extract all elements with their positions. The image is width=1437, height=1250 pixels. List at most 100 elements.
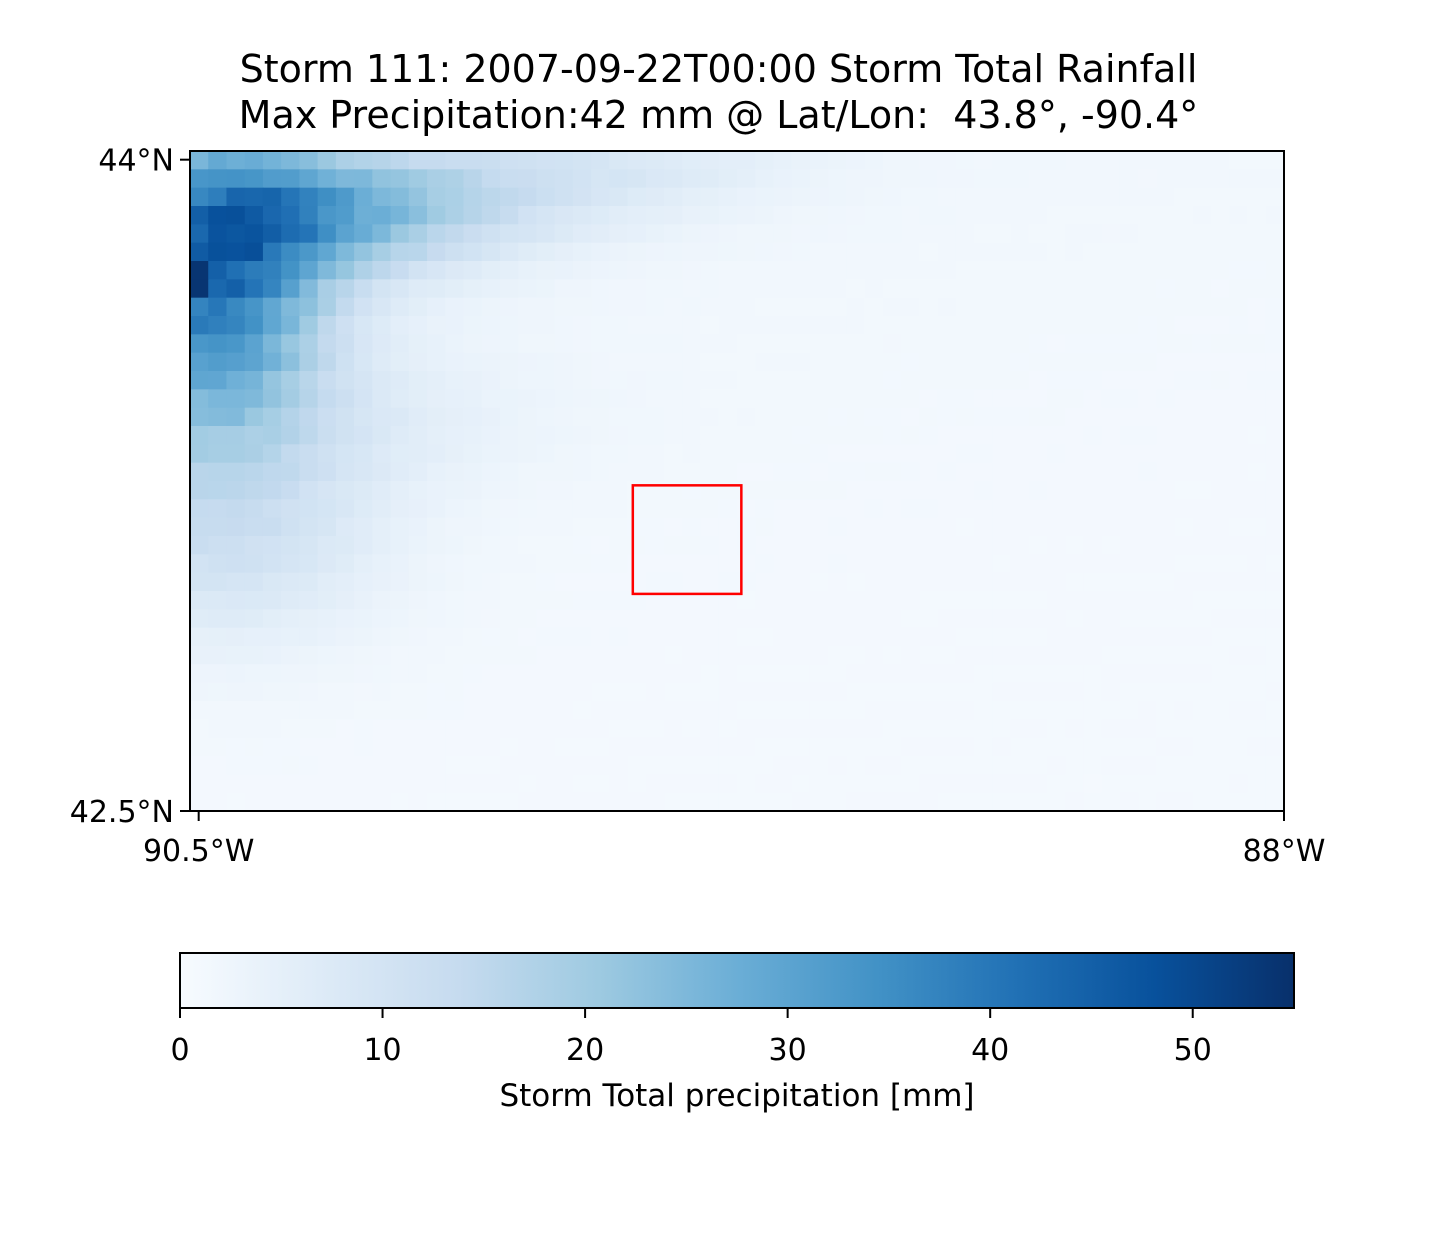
heatmap-cell xyxy=(1156,719,1176,739)
heatmap-cell xyxy=(554,481,574,500)
heatmap-cell xyxy=(572,499,592,519)
heatmap-cell xyxy=(1156,682,1176,702)
heatmap-cell xyxy=(1119,682,1139,702)
heatmap-cell xyxy=(1211,609,1230,629)
heatmap-cell xyxy=(281,682,300,702)
heatmap-cell xyxy=(737,499,756,519)
heatmap-cell xyxy=(1229,499,1249,519)
heatmap-cell xyxy=(226,462,246,482)
heatmap-cell xyxy=(372,389,392,409)
heatmap-cell xyxy=(281,572,300,592)
heatmap-cell xyxy=(518,609,538,629)
heatmap-cell xyxy=(372,701,392,720)
heatmap-cell xyxy=(390,316,410,335)
heatmap-cell xyxy=(609,627,629,647)
heatmap-cell xyxy=(882,646,902,665)
heatmap-cell xyxy=(974,279,993,299)
heatmap-cell xyxy=(1083,169,1103,189)
heatmap-cell xyxy=(554,371,574,390)
heatmap-cell xyxy=(1265,169,1284,189)
heatmap-cell xyxy=(1211,407,1230,427)
heatmap-cell xyxy=(481,499,501,519)
heatmap-cell xyxy=(262,627,282,647)
heatmap-cell xyxy=(864,334,884,354)
heatmap-cell xyxy=(919,536,939,555)
heatmap-cell xyxy=(846,701,866,720)
heatmap-cell xyxy=(481,206,501,225)
heatmap-cell xyxy=(773,352,793,372)
heatmap-cell xyxy=(1192,187,1212,207)
heatmap-cell xyxy=(919,609,939,629)
heatmap-cell xyxy=(1211,224,1230,244)
heatmap-cell xyxy=(1156,316,1176,335)
heatmap-cell xyxy=(791,682,811,702)
heatmap-cell xyxy=(700,756,720,775)
heatmap-cell xyxy=(445,609,465,629)
heatmap-cell xyxy=(190,242,209,262)
heatmap-cell xyxy=(317,737,337,757)
heatmap-cell xyxy=(937,297,957,317)
heatmap-cell xyxy=(700,536,720,555)
heatmap-cell xyxy=(882,169,902,189)
heatmap-cell xyxy=(1046,536,1066,555)
heatmap-cell xyxy=(390,517,410,537)
heatmap-cell xyxy=(1174,591,1194,610)
heatmap-cell xyxy=(335,774,355,794)
heatmap-cell xyxy=(427,151,446,170)
heatmap-cell xyxy=(1247,792,1267,811)
heatmap-cell xyxy=(1156,462,1176,482)
heatmap-cell xyxy=(518,444,538,464)
heatmap-cell xyxy=(536,352,556,372)
heatmap-cell xyxy=(992,316,1012,335)
heatmap-cell xyxy=(262,682,282,702)
heatmap-cell xyxy=(682,517,702,537)
heatmap-cell xyxy=(627,591,647,610)
heatmap-cell xyxy=(299,279,319,299)
heatmap-cell xyxy=(955,444,975,464)
heatmap-cell xyxy=(1211,627,1230,647)
chart-title: Storm 111: 2007-09-22T00:00 Storm Total … xyxy=(239,47,1198,91)
heatmap-cell xyxy=(244,701,264,720)
heatmap-cell xyxy=(1174,389,1194,409)
heatmap-cell xyxy=(354,627,373,647)
heatmap-cell xyxy=(809,316,829,335)
heatmap-cell xyxy=(554,279,574,299)
heatmap-cell xyxy=(809,627,829,647)
heatmap-cell xyxy=(445,664,465,684)
heatmap-cell xyxy=(335,151,355,170)
heatmap-cell xyxy=(737,591,756,610)
heatmap-cell xyxy=(1247,187,1267,207)
heatmap-cell xyxy=(335,316,355,335)
heatmap-cell xyxy=(499,224,519,244)
heatmap-cell xyxy=(1265,316,1284,335)
heatmap-cell xyxy=(737,792,756,811)
heatmap-cell xyxy=(463,389,483,409)
heatmap-cell xyxy=(372,261,392,280)
heatmap-cell xyxy=(408,444,428,464)
heatmap-cell xyxy=(1010,371,1030,390)
heatmap-cell xyxy=(536,774,556,794)
heatmap-cell xyxy=(299,609,319,629)
heatmap-cell xyxy=(572,224,592,244)
heatmap-cell xyxy=(664,756,683,775)
heatmap-cell xyxy=(372,407,392,427)
heatmap-cell xyxy=(882,774,902,794)
heatmap-cell xyxy=(390,756,410,775)
heatmap-cell xyxy=(572,737,592,757)
heatmap-cell xyxy=(864,572,884,592)
heatmap-cell xyxy=(664,206,683,225)
heatmap-cell xyxy=(1101,407,1121,427)
heatmap-cell xyxy=(974,462,993,482)
heatmap-cell xyxy=(718,572,738,592)
heatmap-cell xyxy=(1065,407,1085,427)
heatmap-cell xyxy=(955,151,975,170)
heatmap-cell xyxy=(244,774,264,794)
heatmap-cell xyxy=(1156,609,1176,629)
colorbar-tick-label: 0 xyxy=(170,1033,189,1068)
heatmap-cell xyxy=(882,224,902,244)
heatmap-cell xyxy=(609,334,629,354)
heatmap-cell xyxy=(1046,371,1066,390)
heatmap-cell xyxy=(1138,609,1157,629)
heatmap-cell xyxy=(1138,279,1157,299)
heatmap-cell xyxy=(1083,554,1103,574)
